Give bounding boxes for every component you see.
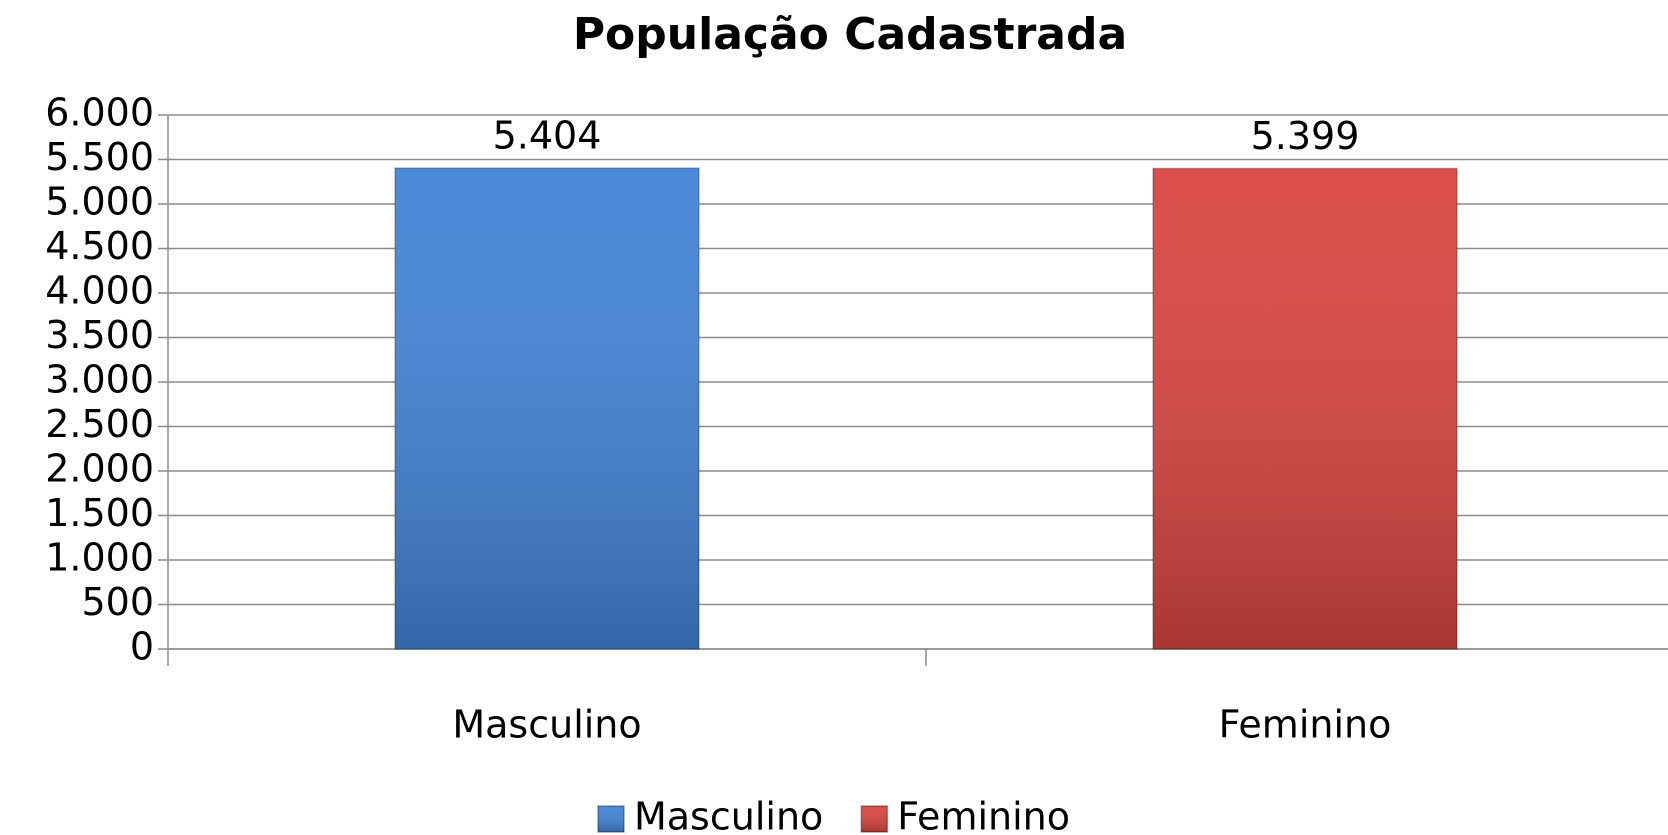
y-tick-label: 1.500 bbox=[45, 491, 154, 535]
y-tick-label: 0 bbox=[130, 625, 154, 669]
y-tick-label: 4.000 bbox=[45, 269, 154, 313]
x-tick-label: Masculino bbox=[452, 703, 641, 747]
legend-swatch-shade bbox=[861, 806, 888, 832]
y-tick-label: 2.500 bbox=[45, 402, 154, 446]
chart-title: População Cadastrada bbox=[573, 9, 1127, 60]
y-tick-label: 2.000 bbox=[45, 447, 154, 491]
legend: Masculino Feminino bbox=[597, 795, 1070, 835]
legend-label: Masculino bbox=[634, 795, 823, 835]
data-label: 5.399 bbox=[1251, 114, 1360, 158]
y-tick-label: 4.500 bbox=[45, 224, 154, 268]
bar-shade bbox=[1153, 168, 1457, 649]
bar-shade bbox=[395, 168, 699, 649]
data-label: 5.404 bbox=[493, 114, 602, 158]
y-tick-label: 5.500 bbox=[45, 135, 154, 179]
y-tick-label: 6.000 bbox=[45, 91, 154, 135]
legend-swatch-shade bbox=[597, 806, 624, 832]
y-tick-label: 3.500 bbox=[45, 313, 154, 357]
y-tick-label: 3.000 bbox=[45, 358, 154, 402]
y-tick-label: 1.000 bbox=[45, 536, 154, 580]
y-tick-label: 500 bbox=[81, 580, 154, 624]
legend-label: Feminino bbox=[897, 795, 1070, 835]
x-tick-label: Feminino bbox=[1219, 703, 1392, 747]
y-tick-label: 5.000 bbox=[45, 180, 154, 224]
